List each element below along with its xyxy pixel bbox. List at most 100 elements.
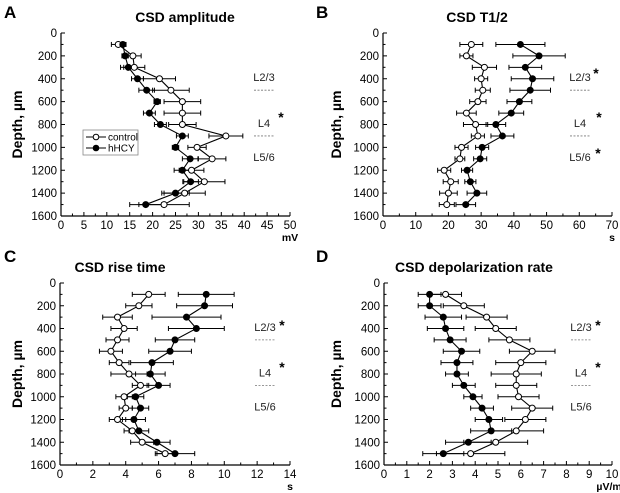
- significance-star: *: [595, 145, 601, 161]
- data-point-hhcy: [166, 347, 174, 355]
- x-tick-label: 10: [218, 469, 231, 481]
- significance-star: *: [593, 65, 599, 81]
- y-tick-label: 1200: [30, 415, 56, 427]
- x-tick-label: 20: [442, 220, 455, 232]
- data-point-hhcy: [133, 75, 141, 83]
- y-tick-label: 800: [37, 369, 56, 381]
- significance-star: *: [596, 109, 602, 125]
- legend-marker-hhcy: [92, 144, 100, 152]
- layer-label: L4: [574, 118, 586, 130]
- data-point-control: [188, 166, 196, 174]
- data-point-control: [200, 178, 208, 186]
- data-point-control: [178, 109, 186, 117]
- data-point-control: [456, 155, 464, 163]
- x-tick-label: 5: [495, 469, 501, 481]
- data-point-hhcy: [469, 393, 477, 401]
- y-tick-label: 1000: [31, 142, 57, 154]
- x-tick-label: 10: [100, 220, 113, 232]
- data-point-control: [528, 347, 536, 355]
- x-tick-label: 40: [507, 220, 520, 232]
- data-point-hhcy: [192, 325, 200, 332]
- y-tick-label: 1600: [30, 460, 56, 472]
- data-point-hhcy: [529, 75, 537, 83]
- data-point-hhcy: [137, 404, 144, 412]
- data-point-control: [130, 63, 138, 71]
- layer-label: L5/6: [570, 401, 591, 413]
- y-tick-label: 400: [38, 74, 57, 86]
- data-point-hhcy: [119, 40, 127, 48]
- y-tick-label: 800: [360, 120, 379, 132]
- layer-label: L4: [575, 367, 587, 379]
- layer-label: L2/3: [569, 72, 590, 84]
- y-axis-label: Depth, µm: [9, 91, 25, 159]
- data-point-control: [114, 416, 121, 423]
- x-tick-label: 50: [284, 220, 297, 232]
- y-axis-label: Depth, µm: [9, 340, 25, 408]
- x-tick-label: 14: [284, 469, 297, 481]
- data-point-control: [167, 86, 175, 94]
- significance-star: *: [279, 359, 285, 375]
- x-tick-label: 0: [57, 469, 63, 481]
- data-point-control: [492, 438, 500, 446]
- layer-label: L2/3: [253, 72, 274, 84]
- panel-d: D CSD depolarization rate 0 1 2 3 4 5 6 7 8 9 10µV/m…: [316, 247, 620, 493]
- significance-star: *: [278, 109, 284, 125]
- data-point-control: [125, 370, 133, 378]
- data-point-hhcy: [171, 450, 179, 458]
- y-tick-label: 400: [360, 74, 379, 86]
- chart-title: CSD depolarization rate: [395, 259, 553, 275]
- data-point-control: [472, 121, 480, 128]
- data-point-control: [161, 450, 169, 458]
- data-point-hhcy: [186, 155, 194, 163]
- data-point-hhcy: [460, 381, 468, 389]
- data-point-control: [443, 201, 451, 209]
- data-point-hhcy: [453, 370, 461, 378]
- data-point-hhcy: [442, 325, 450, 332]
- data-point-control: [460, 302, 468, 310]
- data-point-control: [517, 359, 525, 367]
- data-point-control: [505, 336, 513, 344]
- y-tick-label: 0: [374, 278, 380, 290]
- data-point-control: [208, 155, 216, 163]
- data-point-hhcy: [130, 416, 138, 423]
- layer-label: L5/6: [569, 152, 590, 164]
- legend-box: [82, 129, 139, 156]
- x-tick-label: 8: [188, 469, 194, 481]
- y-tick-label: 1400: [354, 437, 380, 449]
- x-tick-label: 45: [261, 220, 274, 232]
- data-point-hhcy: [458, 347, 466, 355]
- data-point-control: [128, 427, 136, 435]
- data-point-control: [145, 290, 153, 298]
- y-tick-label: 1600: [354, 460, 380, 472]
- panel-letter: D: [316, 247, 328, 266]
- data-point-hhcy: [171, 336, 179, 344]
- y-tick-label: 200: [361, 301, 380, 313]
- data-point-hhcy: [463, 166, 471, 174]
- x-tick-label: 35: [215, 220, 228, 232]
- x-tick-label: 15: [123, 220, 136, 232]
- y-tick-label: 1600: [353, 211, 379, 223]
- x-tick-label: 0: [381, 469, 387, 481]
- data-point-control: [138, 438, 146, 446]
- data-point-hhcy: [426, 290, 434, 298]
- data-point-hhcy: [439, 450, 447, 458]
- data-point-control: [178, 121, 186, 128]
- data-point-control: [462, 109, 470, 117]
- data-point-hhcy: [498, 132, 506, 140]
- data-point-control: [120, 393, 128, 401]
- data-point-control: [114, 313, 121, 321]
- data-point-hhcy: [172, 143, 179, 151]
- y-axis-label: Depth, µm: [328, 91, 344, 159]
- data-point-control: [480, 63, 488, 71]
- data-point-hhcy: [142, 201, 150, 209]
- data-point-hhcy: [515, 98, 523, 106]
- x-tick-label: 7: [540, 469, 546, 481]
- y-tick-label: 800: [38, 120, 57, 132]
- legend-marker-control: [92, 133, 100, 141]
- x-axis-label: µV/ms: [596, 481, 620, 493]
- data-point-hhcy: [485, 416, 493, 423]
- data-point-control: [483, 313, 491, 321]
- data-point-hhcy: [135, 427, 143, 435]
- x-tick-label: 70: [606, 220, 619, 232]
- x-tick-label: 6: [518, 469, 524, 481]
